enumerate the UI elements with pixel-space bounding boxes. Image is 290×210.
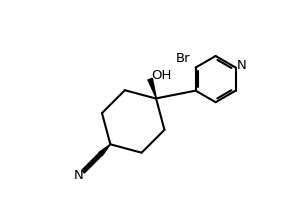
Text: OH: OH <box>151 69 171 82</box>
Polygon shape <box>99 144 110 156</box>
Text: Br: Br <box>176 52 191 65</box>
Text: N: N <box>74 169 84 182</box>
Text: N: N <box>237 59 247 72</box>
Polygon shape <box>148 78 156 98</box>
